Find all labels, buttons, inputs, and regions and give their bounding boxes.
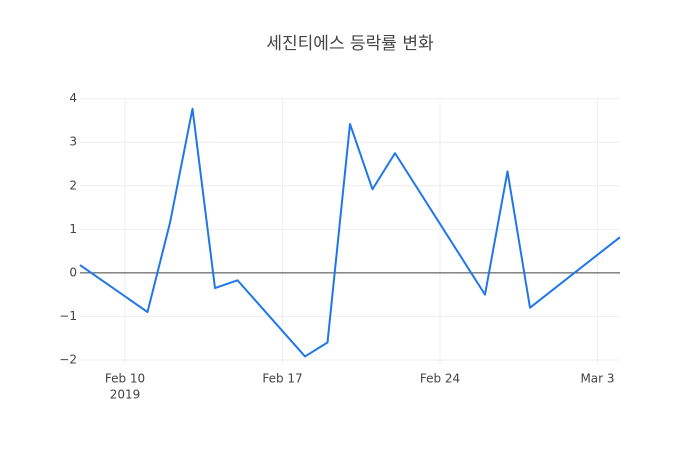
line-series xyxy=(79,107,621,358)
y-tick-label: 0 xyxy=(69,265,77,279)
x-tick-sublabel: 2019 xyxy=(110,388,141,402)
y-tick-label: −2 xyxy=(59,352,77,366)
y-tick-label: 4 xyxy=(69,91,77,105)
x-tick-label: Mar 3 xyxy=(580,372,614,386)
x-tick-label: Feb 24 xyxy=(420,372,460,386)
chart-title: 세진티에스 등락률 변화 xyxy=(266,34,434,54)
y-tick-label: 1 xyxy=(69,222,77,236)
y-tick-label: 3 xyxy=(69,135,77,149)
x-tick-label: Feb 10 xyxy=(105,372,145,386)
x-tick-label: Feb 17 xyxy=(262,372,302,386)
y-tick-label: −1 xyxy=(59,309,77,323)
y-tick-label: 2 xyxy=(69,178,77,192)
